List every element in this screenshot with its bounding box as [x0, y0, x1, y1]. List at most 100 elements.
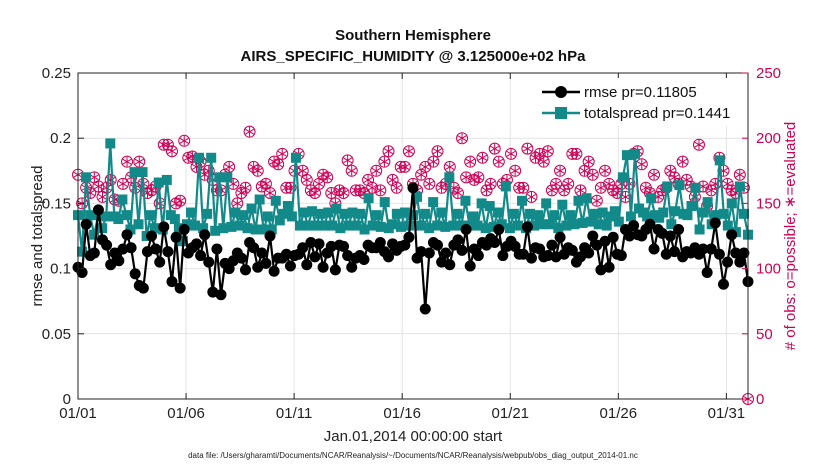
- obs-point: [451, 186, 464, 199]
- spread-point: [529, 220, 540, 231]
- spread-point: [662, 181, 673, 192]
- spread-point: [585, 216, 596, 227]
- x-axis: 01/01 01/06 01/11 01/16 01/21 01/26 01/31: [59, 73, 745, 422]
- spread-point: [117, 194, 128, 205]
- spread-point: [379, 197, 390, 208]
- obs-point: [121, 155, 134, 168]
- obs-point: [402, 145, 415, 158]
- rmse-point: [472, 250, 484, 262]
- spread-point: [690, 182, 701, 193]
- spread-point: [270, 195, 281, 206]
- obs-point: [300, 173, 313, 186]
- spread-point: [266, 224, 277, 235]
- spread-point: [246, 203, 257, 214]
- spread-point: [533, 210, 544, 221]
- y2-tick-label: 200: [756, 130, 781, 147]
- rmse-point: [329, 264, 341, 276]
- x-tick-label: 01/31: [708, 405, 746, 422]
- rmse-point: [88, 247, 100, 259]
- obs-point: [603, 177, 616, 190]
- spread-point: [545, 219, 556, 230]
- spread-point: [444, 172, 455, 183]
- rmse-point: [80, 218, 92, 230]
- spread-point: [484, 201, 495, 212]
- spread-point: [577, 217, 588, 228]
- spread-point: [408, 210, 418, 221]
- spread-point: [553, 223, 564, 234]
- rmse-point: [599, 235, 611, 247]
- rmse-point: [575, 251, 586, 263]
- rmse-point: [517, 248, 529, 260]
- rmse-point: [493, 223, 505, 235]
- spread-point: [452, 208, 463, 219]
- rmse-point: [117, 243, 129, 255]
- spread-point: [97, 223, 108, 234]
- spread-point: [335, 223, 346, 234]
- spread-point: [420, 208, 431, 219]
- y-tick-label: 0.05: [42, 326, 71, 343]
- obs-point: [509, 164, 522, 177]
- x-tick-label: 01/11: [276, 405, 312, 422]
- rmse-point: [248, 242, 260, 254]
- spread-point: [412, 191, 423, 202]
- obs-point: [554, 164, 567, 177]
- x-tick-label: 01/01: [59, 405, 97, 422]
- obs-point: [537, 155, 550, 168]
- obs-point: [165, 145, 178, 158]
- obs-point: [492, 155, 505, 168]
- obs-point: [374, 184, 387, 197]
- spread-point: [694, 224, 705, 235]
- spread-point: [440, 221, 451, 232]
- x-tick-label: 01/16: [383, 405, 421, 422]
- spread-point: [290, 152, 301, 163]
- obs-point: [456, 132, 469, 145]
- obs-point: [398, 160, 411, 173]
- rmse-point: [460, 223, 472, 235]
- x-tick-label: 01/21: [491, 405, 529, 422]
- spread-point: [416, 220, 427, 231]
- rmse-point: [615, 250, 627, 262]
- spread-point: [642, 211, 653, 222]
- rmse-point: [603, 261, 615, 273]
- rmse-point: [464, 260, 476, 272]
- obs-point: [382, 145, 395, 158]
- chart-title: Southern Hemisphere: [335, 27, 491, 44]
- rmse-point: [644, 218, 656, 230]
- spread-point: [169, 214, 180, 225]
- spread-point: [387, 219, 398, 230]
- spread-point: [145, 210, 156, 221]
- spread-point: [327, 220, 338, 231]
- spread-point: [222, 172, 233, 183]
- obs-point: [517, 181, 530, 194]
- obs-point: [390, 181, 403, 194]
- rmse-point: [628, 220, 640, 232]
- spread-point: [218, 223, 229, 234]
- y-tick-label: 0.1: [50, 261, 71, 278]
- obs-point: [325, 186, 338, 199]
- obs-point: [337, 186, 350, 199]
- rmse-point: [705, 243, 717, 255]
- spread-point: [149, 223, 160, 234]
- spread-point: [456, 220, 467, 231]
- obs-point: [174, 194, 187, 207]
- rmse-point: [256, 247, 268, 259]
- legend-box: [534, 78, 742, 126]
- spread-point: [194, 152, 205, 163]
- spread-point: [581, 193, 592, 204]
- spread-point: [658, 207, 669, 218]
- spread-point: [666, 219, 677, 230]
- spread-point: [113, 214, 124, 225]
- obs-point: [431, 145, 444, 158]
- rmse-point: [444, 259, 456, 271]
- rmse-point: [358, 253, 370, 265]
- spread-point: [234, 220, 245, 231]
- spread-point: [129, 167, 140, 178]
- rmse-point: [268, 265, 280, 277]
- rmse-point: [489, 237, 501, 249]
- spread-point: [363, 193, 374, 204]
- rmse-point: [317, 261, 329, 273]
- rmse-point: [722, 256, 734, 268]
- spread-point: [137, 167, 148, 178]
- obs-point: [599, 164, 612, 177]
